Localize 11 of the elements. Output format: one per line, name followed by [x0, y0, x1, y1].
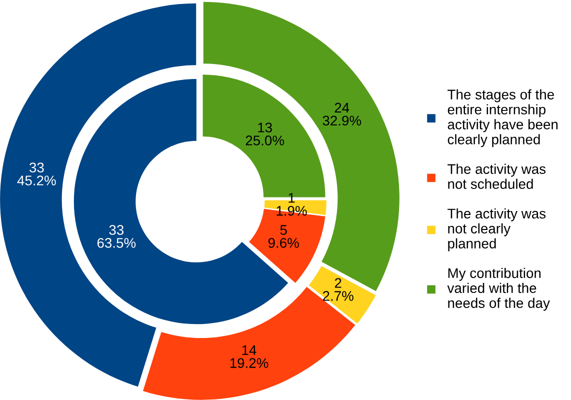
legend-label: The activity was not clearly planned — [448, 208, 546, 252]
data-label: 33 63.5% — [97, 225, 136, 248]
data-label: 2 2.7% — [322, 278, 354, 301]
data-label: 5 9.6% — [268, 225, 299, 248]
legend-label: The stages of the entire internship activity have been clearly planned — [448, 89, 558, 148]
data-label: 24 32.9% — [322, 102, 362, 126]
data-label: 14 19.2% — [230, 345, 268, 368]
data-label: 33 45.2% — [17, 162, 56, 186]
data-label: 13 25.0% — [246, 122, 284, 146]
legend-label: My contribution varied with the needs of the day — [447, 268, 550, 311]
legend-label: The activity was not scheduled — [448, 164, 546, 189]
